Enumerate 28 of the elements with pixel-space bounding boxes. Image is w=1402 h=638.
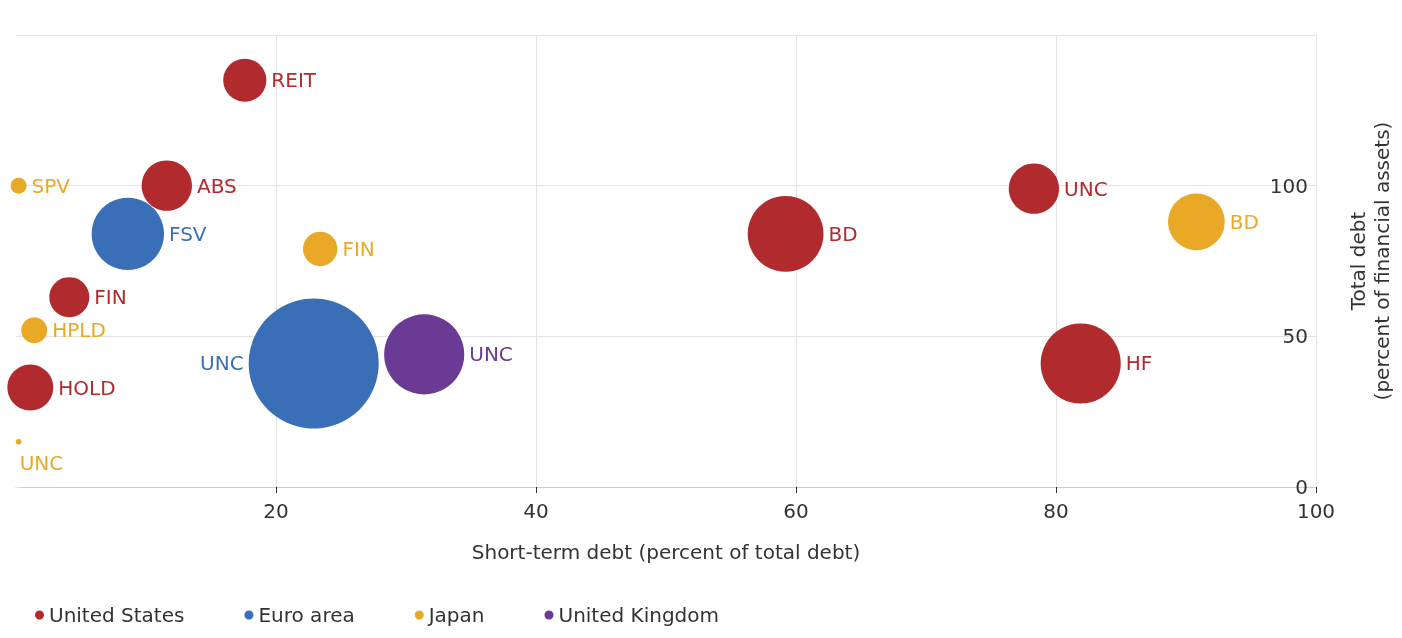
- x-tick-label: 80: [1043, 499, 1069, 523]
- data-label: FIN: [342, 236, 375, 261]
- legend-label: Japan: [426, 603, 485, 627]
- data-label: HPLD: [52, 318, 106, 343]
- data-label: UNC: [1064, 176, 1108, 201]
- data-label: BD: [828, 221, 858, 246]
- data-label: FIN: [94, 285, 127, 310]
- data-label: UNC: [19, 450, 64, 475]
- data-label: UNC: [469, 342, 513, 367]
- data-label: HOLD: [58, 375, 116, 400]
- y-axis-title: Total debt (percent of financial assets): [1346, 121, 1394, 401]
- data-label: UNC: [200, 351, 244, 376]
- data-label: BD: [1229, 209, 1259, 234]
- data-label: ABS: [196, 173, 237, 198]
- data-label: HF: [1125, 351, 1153, 376]
- legend-label: United Kingdom: [558, 603, 720, 627]
- x-tick-label: 60: [783, 499, 809, 523]
- x-axis-title: Short-term debt (percent of total debt): [471, 540, 861, 564]
- x-tick-label: 40: [523, 499, 549, 523]
- data-label: REIT: [271, 68, 317, 93]
- y-tick-label: 100: [1269, 173, 1308, 198]
- y-tick-label: 0: [1295, 475, 1308, 499]
- y-tick-label: 50: [1282, 324, 1308, 349]
- x-tick-label: 20: [263, 499, 289, 523]
- data-label: FSV: [168, 221, 207, 246]
- legend-label: United States: [49, 603, 185, 627]
- data-label: SPV: [31, 173, 71, 198]
- legend-label: Euro area: [258, 603, 355, 627]
